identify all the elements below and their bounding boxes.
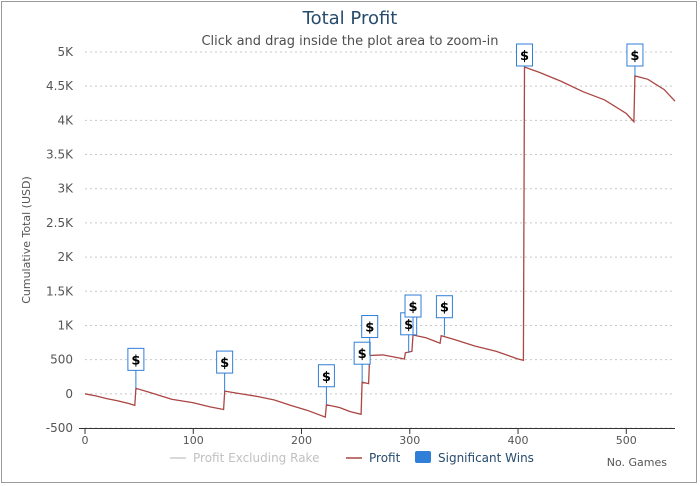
legend-item-profit[interactable]: Profit [346,451,401,465]
flag-marker[interactable]: $ [216,350,234,392]
x-tick-label: 400 [508,434,529,447]
axes: -500 0 500 1K 1.5K 2K 2.5K 3K 3.5K 4K 4.5K 5K 0 100 20… [20,45,675,469]
y-axis-title: Cumulative Total (USD) [20,176,33,304]
flag-marker[interactable]: $ [353,341,371,383]
flag-marker[interactable]: $ [400,312,418,353]
x-tick-label: 200 [291,434,312,447]
flag-marker[interactable]: $ [435,295,453,336]
legend-label: Profit Excluding Rake [193,451,319,465]
flag-text: $ [408,300,417,315]
y-tick-label: 3.5K [46,148,74,162]
chart-subtitle: Click and drag inside the plot area to z… [201,34,499,49]
flag-box [516,43,534,67]
series [84,66,676,419]
y-tick-label: 0 [65,387,73,401]
flag-text: $ [630,49,639,64]
y-tick-label: 1K [57,318,74,332]
legend: Profit Excluding Rake Profit Significant W… [170,451,534,465]
flag-text: $ [358,347,367,362]
flag-box [361,315,379,339]
significant-win-flags: $ $ $ $ $ $ $ $ $ $ [127,43,644,405]
legend-label: Significant Wins [438,451,534,465]
flag-text: $ [404,318,413,333]
flag-box [404,294,422,318]
x-tick-label: 0 [82,434,89,447]
y-tick-label: 4.5K [46,79,74,93]
legend-symbol [415,451,431,463]
flag-marker[interactable]: $ [361,315,379,356]
flag-marker[interactable]: $ [516,43,534,68]
x-axis-title: No. Games [607,456,668,469]
flag-box [127,347,145,371]
x-tick-label: 100 [183,434,204,447]
chart-title: Total Profit [302,8,398,29]
flag-text: $ [365,321,374,336]
flag-text: $ [131,353,140,368]
flag-text: $ [440,301,449,316]
flag-box [435,295,453,319]
x-tick-label: 300 [399,434,420,447]
flag-marker[interactable]: $ [626,43,644,76]
y-tick-label: 2.5K [46,216,74,230]
flag-text: $ [520,49,529,64]
flag-marker[interactable]: $ [317,364,335,405]
series-line-profit[interactable] [84,66,676,419]
y-tick-label: 2K [57,250,74,264]
flag-box [216,350,234,374]
flag-marker[interactable]: $ [127,347,145,389]
flag-text: $ [220,356,229,371]
y-tick-label: -500 [46,421,73,435]
y-tick-label: 3K [57,182,74,196]
flag-box [317,364,335,388]
flag-marker[interactable]: $ [404,294,422,336]
gridlines [85,51,675,429]
y-tick-label: 500 [50,353,73,367]
legend-item-significant-wins[interactable]: Significant Wins [415,451,534,465]
x-tick-label: 500 [616,434,637,447]
flag-box [626,43,644,67]
y-tick-label: 1.5K [46,284,74,298]
y-tick-label: 4K [57,113,74,127]
y-tick-label: 5K [57,45,74,59]
flag-text: $ [322,370,331,385]
legend-label: Profit [369,451,401,465]
legend-item-profit-excluding-rake[interactable]: Profit Excluding Rake [170,451,319,465]
